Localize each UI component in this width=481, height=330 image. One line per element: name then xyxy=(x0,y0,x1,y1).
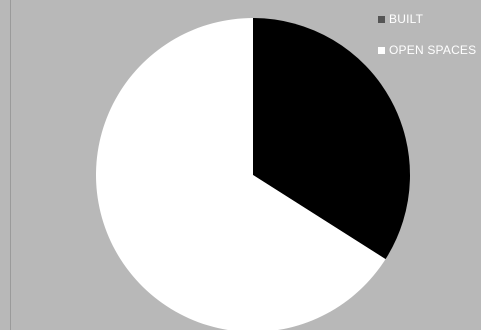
legend-item-built: BUILT xyxy=(378,12,476,26)
legend-label-open-spaces: OPEN SPACES xyxy=(389,43,477,57)
pie-slice-open-spaces xyxy=(96,18,386,330)
legend-swatch-built xyxy=(378,15,385,23)
pie-slice-built xyxy=(253,18,410,260)
legend-item-open-spaces: OPEN SPACES xyxy=(378,43,476,57)
legend-label-built: BUILT xyxy=(389,12,424,26)
chart-border xyxy=(10,0,11,330)
legend: BUILT OPEN SPACES xyxy=(378,12,476,74)
legend-swatch-open-spaces xyxy=(378,46,385,54)
